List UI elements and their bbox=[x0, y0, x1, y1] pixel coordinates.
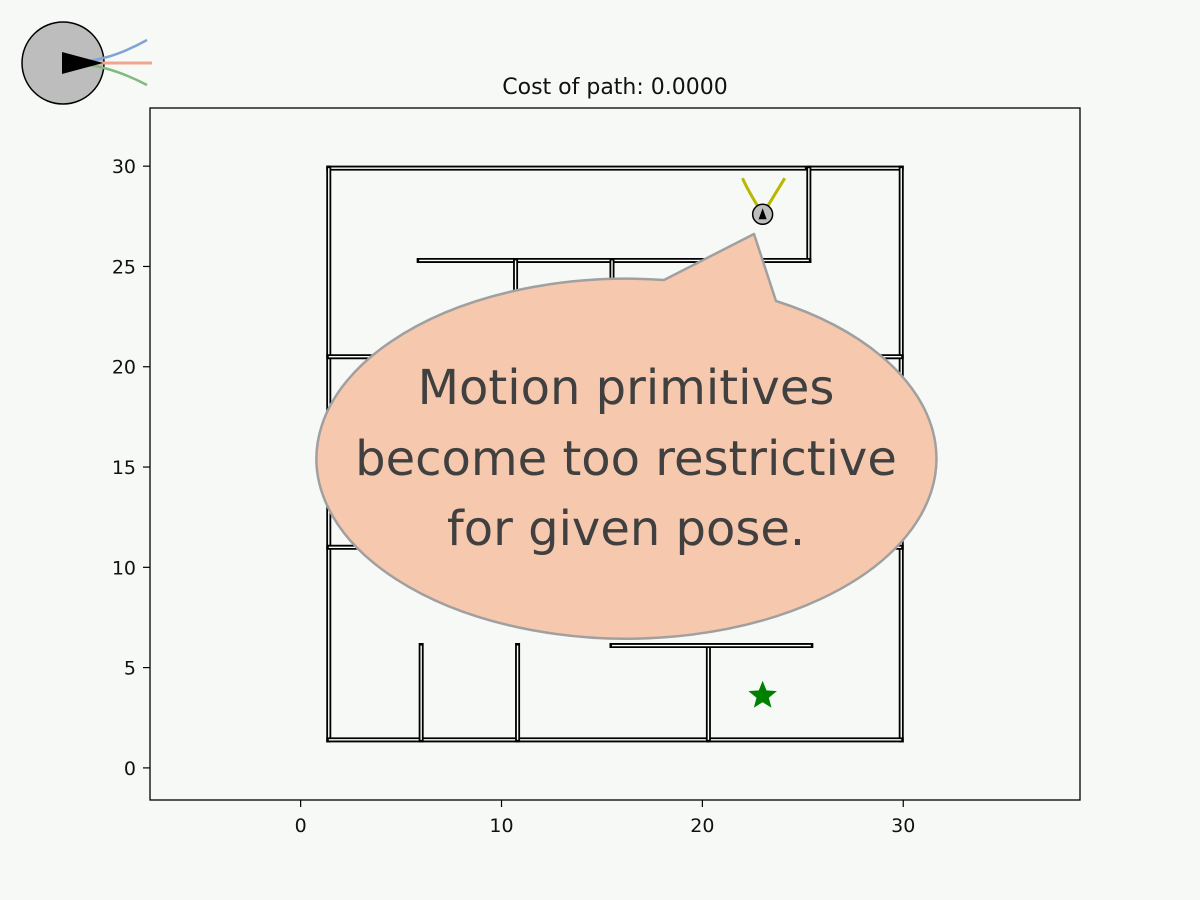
x-tick-label: 30 bbox=[891, 815, 915, 837]
star-icon bbox=[748, 680, 777, 708]
callout-line-1: Motion primitives bbox=[418, 360, 835, 416]
callout-line-2: become too restrictive bbox=[355, 431, 897, 487]
x-tick-label: 10 bbox=[489, 815, 513, 837]
callout-shape bbox=[315, 232, 938, 640]
x-tick-label: 20 bbox=[690, 815, 714, 837]
callout-bubble: Motion primitives become too restrictive… bbox=[315, 232, 938, 640]
x-tick-label: 0 bbox=[295, 815, 307, 837]
y-tick-label: 15 bbox=[112, 457, 136, 479]
y-tick-label: 30 bbox=[112, 156, 136, 178]
plot-title: Cost of path: 0.0000 bbox=[502, 75, 728, 100]
y-tick-label: 0 bbox=[124, 758, 136, 780]
callout-line-3: for given pose. bbox=[447, 501, 805, 557]
y-tick-label: 10 bbox=[112, 557, 136, 579]
axis-ticks: 0 10 20 30 0 5 10 15 20 25 30 bbox=[112, 156, 916, 837]
y-tick-label: 25 bbox=[112, 256, 136, 278]
robot-motion-primitives-icon bbox=[21, 21, 152, 105]
y-tick-label: 20 bbox=[112, 357, 136, 379]
heading-arrow-icon bbox=[62, 52, 103, 74]
robot-icon bbox=[751, 203, 774, 226]
y-tick-label: 5 bbox=[124, 658, 136, 680]
